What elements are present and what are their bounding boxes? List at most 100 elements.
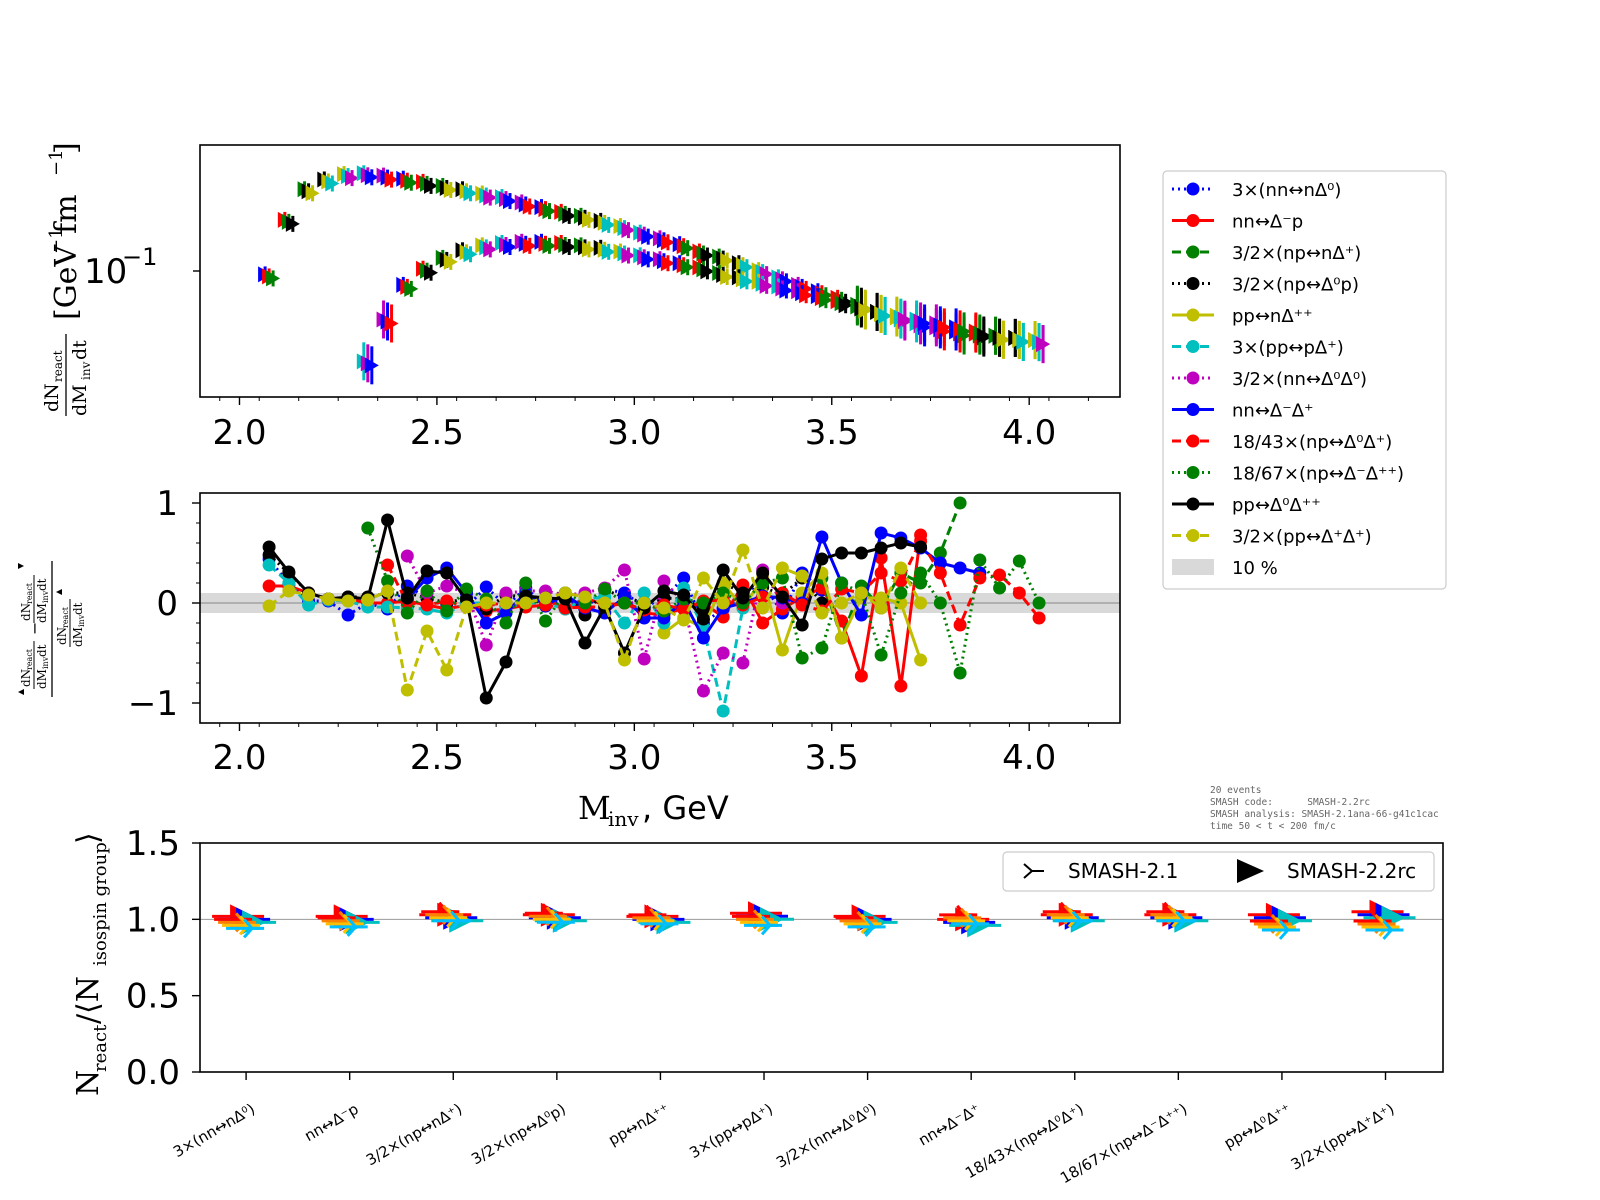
legend-swatch-dot xyxy=(1186,371,1200,385)
top-marker xyxy=(581,211,596,228)
mid-ylabel-n2-sub: react xyxy=(25,582,34,604)
legend-swatch-dot xyxy=(1186,497,1200,511)
middle-point xyxy=(440,566,454,580)
bot-ylabel-main: N xyxy=(71,1070,106,1096)
middle-plot-area xyxy=(200,496,1120,718)
top-marker xyxy=(463,185,478,202)
middle-point xyxy=(361,521,375,535)
middle-point xyxy=(894,561,908,575)
mid-ylabel-d2-sub: inv xyxy=(41,590,50,603)
middle-point xyxy=(756,601,770,615)
legend-label: 3×(nn↔nΔ⁰) xyxy=(1232,180,1341,201)
xlabel-main: M xyxy=(578,789,611,827)
middle-point xyxy=(657,584,671,598)
middle-point xyxy=(736,656,750,670)
top-marker xyxy=(838,297,853,314)
legend-label: pp↔nΔ⁺⁺ xyxy=(1232,306,1313,327)
top-ylabel-den: dM xyxy=(69,384,91,416)
middle-point xyxy=(894,596,908,610)
middle-point xyxy=(262,540,276,554)
bottom-marker-smash21 xyxy=(553,912,575,933)
top-marker xyxy=(660,255,675,272)
top-marker xyxy=(404,174,419,191)
top-marker xyxy=(463,246,478,263)
bottom-marker-smash21 xyxy=(1278,919,1300,940)
mid-y-tick-label: 1 xyxy=(156,484,178,524)
top-marker xyxy=(601,243,616,260)
info-line-3: SMASH analysis: SMASH-2.1ana-66-g41c1cac xyxy=(1210,809,1439,820)
top-x-tick-label: 3.0 xyxy=(607,413,661,453)
middle-point xyxy=(894,536,908,550)
middle-point xyxy=(420,564,434,578)
mid-x-tick-label: 4.0 xyxy=(1002,738,1056,778)
info-line-4: time 50 < t < 200 fm/c xyxy=(1210,821,1336,832)
middle-point xyxy=(677,613,691,627)
middle-point xyxy=(716,563,730,577)
top-marker xyxy=(364,357,379,374)
middle-point xyxy=(341,594,355,608)
middle-y-axis-label: dN react dM inv dt − dN react dM inv dt … xyxy=(18,561,86,697)
middle-point xyxy=(795,569,809,583)
middle-point xyxy=(479,616,493,630)
middle-point xyxy=(696,612,710,626)
top-ylabel-units-exp2: −1 xyxy=(46,149,67,176)
middle-point xyxy=(381,584,395,598)
middle-point xyxy=(479,691,493,705)
top-marker xyxy=(779,282,794,299)
top-marker xyxy=(384,315,399,332)
legend-swatch-dot xyxy=(1186,308,1200,322)
middle-point xyxy=(894,586,908,600)
middle-y-ticks: 1 0 −1 xyxy=(128,484,200,724)
top-marker xyxy=(1036,336,1051,353)
middle-point xyxy=(914,540,928,554)
middle-point xyxy=(953,561,967,575)
top-y-tick-label: 10 −1 xyxy=(84,243,200,292)
middle-point xyxy=(578,636,592,650)
legend-swatch-dot xyxy=(1186,245,1200,259)
top-marker xyxy=(759,277,774,294)
middle-point xyxy=(914,566,928,580)
top-marker xyxy=(641,251,656,268)
bottom-marker-smash21 xyxy=(1071,910,1093,931)
mid-ylabel-d1-tail: dt xyxy=(35,644,49,657)
legend-swatch-dot xyxy=(1186,529,1200,542)
middle-point xyxy=(381,513,395,527)
top-marker xyxy=(404,280,419,297)
top-marker xyxy=(739,273,754,290)
middle-point xyxy=(1032,611,1046,625)
mid-ylabel-d3-sub: inv xyxy=(77,614,86,627)
middle-point xyxy=(874,601,888,615)
mid-y-tick-label: −1 xyxy=(128,684,178,724)
middle-point xyxy=(1012,554,1026,568)
middle-point xyxy=(953,666,967,680)
top-ylabel-num: dN xyxy=(41,383,63,412)
middle-point xyxy=(499,596,513,610)
top-marker xyxy=(700,247,715,264)
middle-point xyxy=(657,601,671,615)
top-x-tick-label: 4.0 xyxy=(1002,413,1056,453)
top-marker xyxy=(424,264,439,281)
info-line-1: 20 events xyxy=(1210,785,1261,796)
legend-label: 3/2×(np↔nΔ⁺) xyxy=(1232,243,1361,264)
bot-x-tick-label: nn↔Δ⁻p xyxy=(301,1100,361,1145)
bot-x-tick-label: nn↔Δ⁻Δ⁺ xyxy=(915,1100,983,1150)
legend-label: nn↔Δ⁻Δ⁺ xyxy=(1232,401,1314,422)
middle-point xyxy=(617,653,631,667)
middle-point xyxy=(302,588,316,602)
mid-ylabel-n1: dN xyxy=(19,669,33,687)
top-marker xyxy=(641,228,656,245)
middle-point xyxy=(854,546,868,560)
middle-point xyxy=(795,618,809,632)
middle-point xyxy=(894,679,908,693)
bottom-marker-smash21 xyxy=(450,910,472,931)
bot-y-tick-label: 0.0 xyxy=(126,1053,180,1093)
top-marker xyxy=(562,238,577,255)
top-marker xyxy=(917,315,932,332)
middle-point xyxy=(460,582,474,596)
middle-point xyxy=(302,598,316,612)
top-marker xyxy=(443,181,458,198)
bottom-marker-smash21 xyxy=(346,916,368,937)
top-marker xyxy=(818,292,833,309)
legend-smash22-label: SMASH-2.2rc xyxy=(1287,859,1416,883)
middle-point xyxy=(617,596,631,610)
